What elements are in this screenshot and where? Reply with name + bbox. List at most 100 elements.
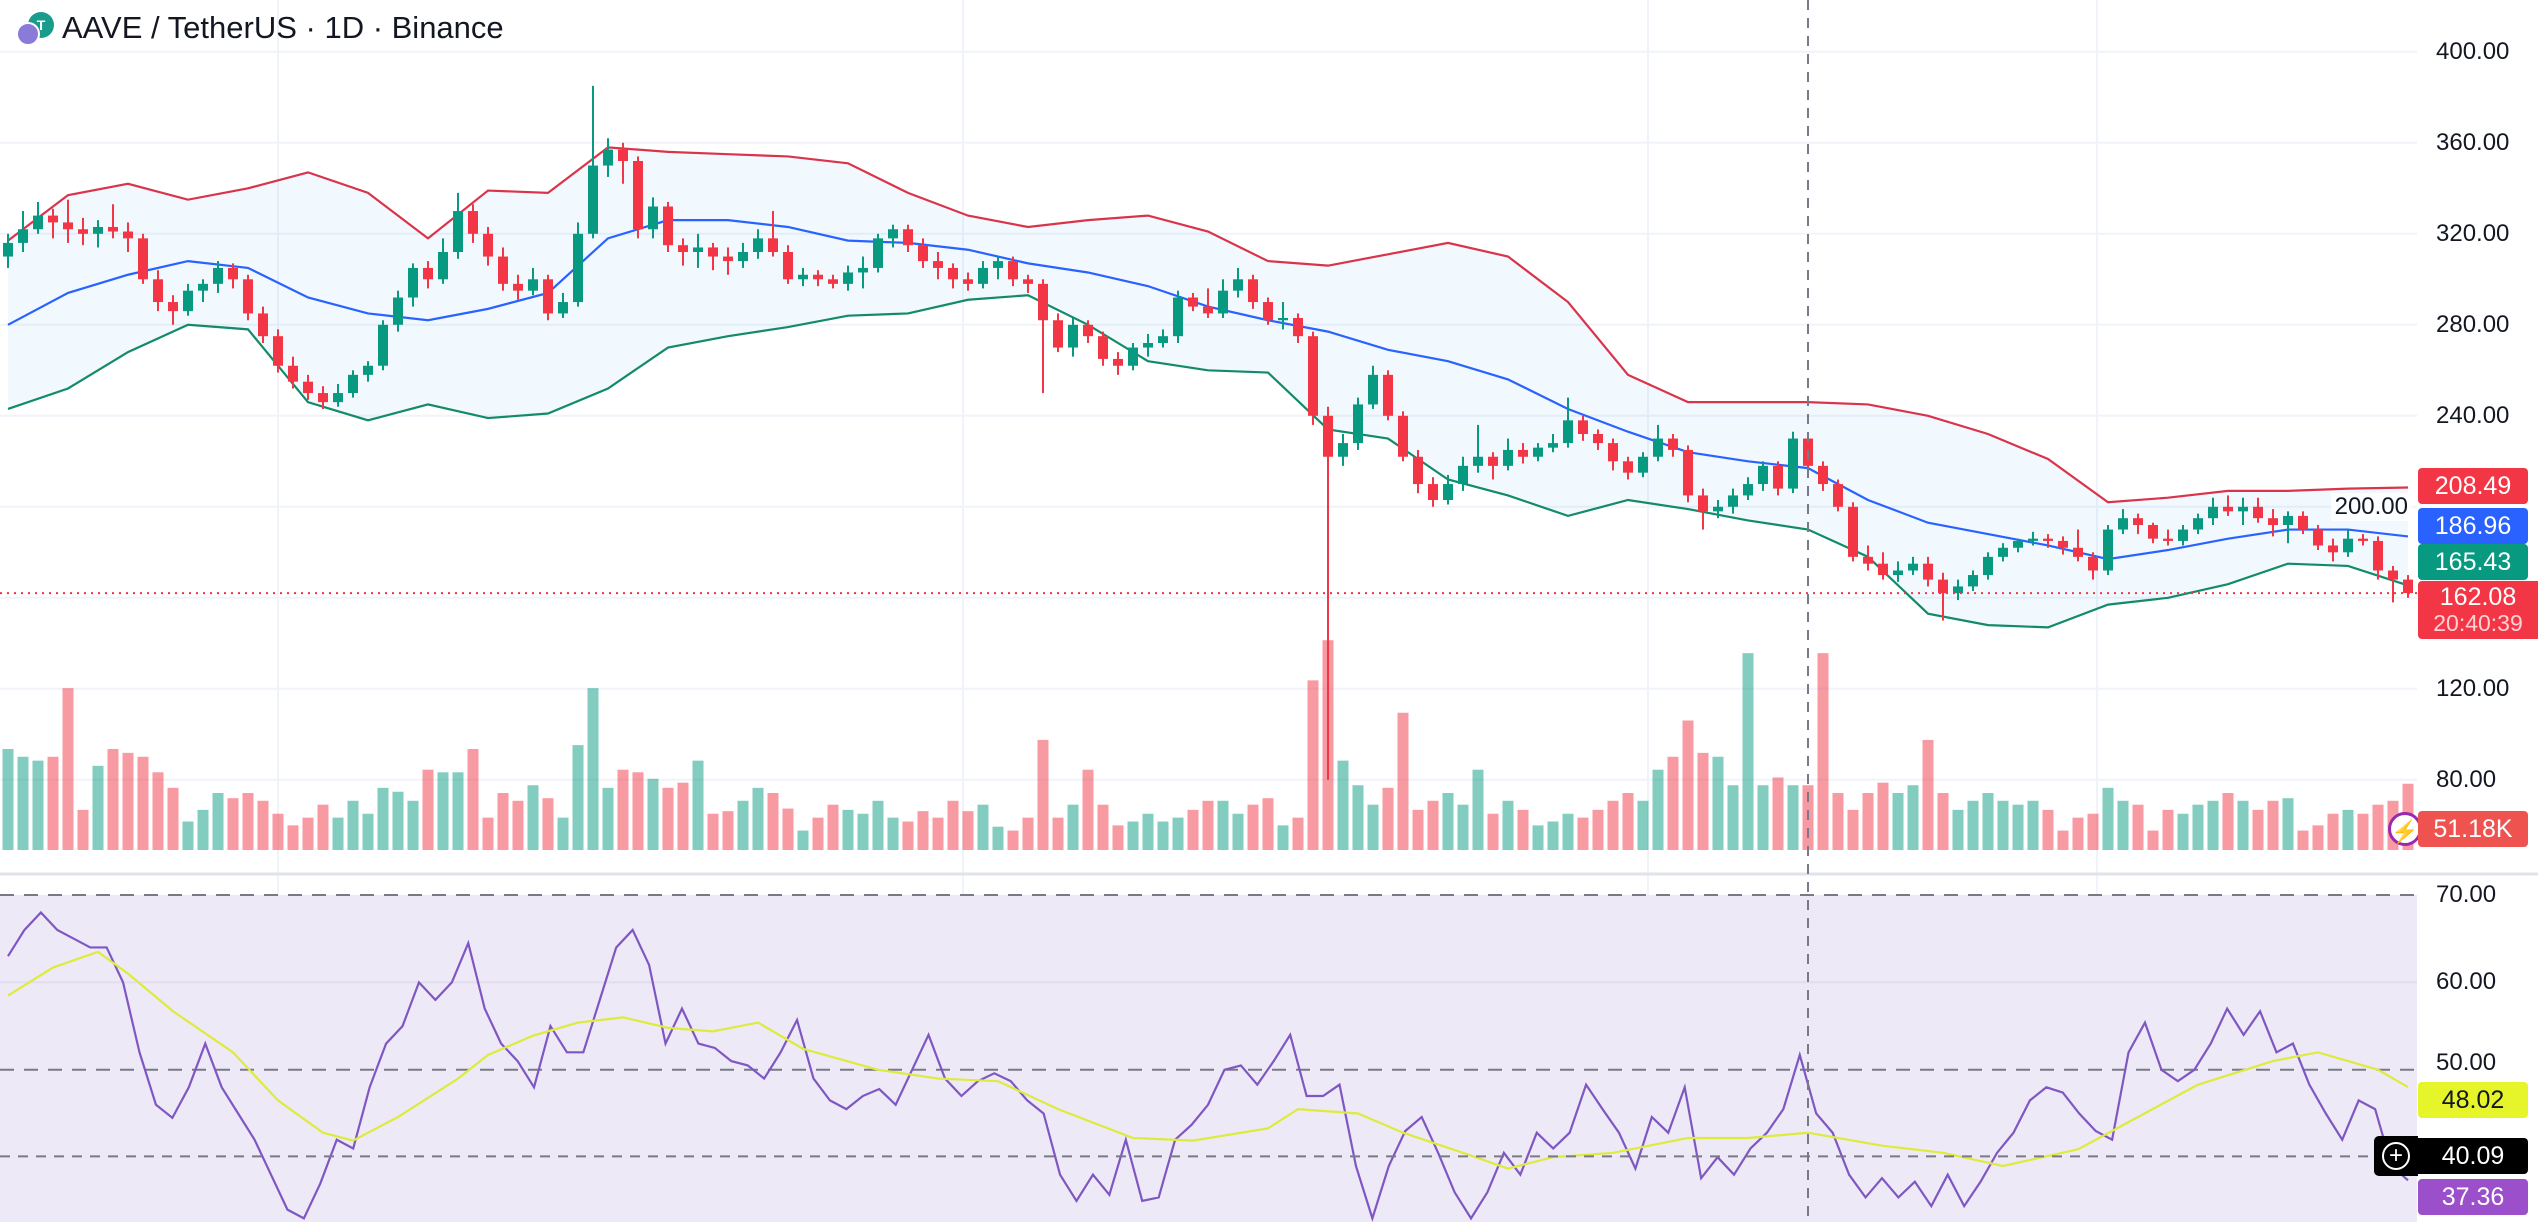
volume-bar xyxy=(1472,769,1484,850)
volume-bar xyxy=(1562,813,1574,850)
bb-lower-label: 165.43 xyxy=(2418,544,2528,580)
volume-bar xyxy=(377,787,389,850)
volume-bar xyxy=(1892,793,1904,850)
candle-body xyxy=(1173,297,1183,337)
candle-body xyxy=(498,256,508,284)
volume-bar xyxy=(47,756,59,850)
candle-body xyxy=(2028,538,2038,541)
candle-body xyxy=(678,245,688,252)
candle-body xyxy=(873,238,883,268)
candle-body xyxy=(288,365,298,382)
candle-body xyxy=(618,149,628,161)
candle-body xyxy=(633,161,643,230)
volume-bar xyxy=(1067,804,1079,850)
candle-body xyxy=(468,211,478,234)
last-price-value: 162.08 xyxy=(2439,583,2517,611)
candle-body xyxy=(1713,506,1723,512)
candle-body xyxy=(2328,545,2338,553)
lightning-icon[interactable]: ⚡ xyxy=(2388,812,2422,846)
volume-bar xyxy=(1427,800,1439,850)
candle-body xyxy=(2013,540,2023,548)
candle-body xyxy=(18,229,28,243)
volume-bar xyxy=(197,809,209,850)
candle-body xyxy=(1023,279,1033,284)
rsi-tick: 50.00 xyxy=(2436,1049,2497,1076)
candle-body xyxy=(798,274,808,280)
volume-bar xyxy=(182,821,194,850)
volume-bar xyxy=(1712,756,1724,850)
add-plus-icon[interactable]: + xyxy=(2374,1136,2418,1176)
volume-bar xyxy=(1607,800,1619,850)
candle-body xyxy=(783,252,793,280)
volume-bar xyxy=(452,772,464,850)
volume-bars xyxy=(2,640,2414,850)
candle-body xyxy=(1143,343,1153,348)
chart-title: AAVE / TetherUS · 1D · Binance xyxy=(62,10,504,45)
candle-body xyxy=(963,279,973,284)
candle-body xyxy=(1293,317,1303,337)
volume-bar xyxy=(977,804,989,850)
volume-bar xyxy=(2072,817,2084,850)
volume-bar xyxy=(122,752,134,850)
volume-bar xyxy=(947,800,959,850)
volume-bar xyxy=(2297,830,2309,850)
volume-bar xyxy=(602,787,614,850)
volume-bar xyxy=(437,772,449,850)
volume-bar xyxy=(1232,813,1244,850)
volume-bar xyxy=(212,793,224,850)
candle-body xyxy=(1608,443,1618,462)
volume-bar xyxy=(2162,809,2174,850)
volume-bar xyxy=(1997,800,2009,850)
candle-body xyxy=(393,297,403,325)
candle-body xyxy=(1053,320,1063,348)
candle-body xyxy=(168,302,178,312)
volume-bar xyxy=(362,813,374,850)
bb-basis-label: 186.96 xyxy=(2418,508,2528,544)
volume-bar xyxy=(572,745,584,850)
candle-body xyxy=(2358,538,2368,541)
candle-body xyxy=(2238,506,2248,512)
candle-body xyxy=(1338,443,1348,457)
volume-bar xyxy=(1382,787,1394,850)
candle-body xyxy=(318,393,328,403)
volume-bar xyxy=(1547,821,1559,850)
candle-body xyxy=(513,283,523,291)
candle-body xyxy=(2178,529,2188,541)
rsi-lines xyxy=(7,910,2409,1222)
candle-body xyxy=(363,365,373,375)
volume-bar xyxy=(2147,830,2159,850)
candle-body xyxy=(2283,515,2293,525)
volume-bar xyxy=(722,811,734,850)
candle-body xyxy=(888,229,898,239)
volume-bar xyxy=(2267,800,2279,850)
candle-body xyxy=(2103,529,2113,571)
candle-body xyxy=(543,279,553,314)
volume-bar xyxy=(1832,793,1844,850)
volume-bar xyxy=(1847,809,1859,850)
candle-body xyxy=(1773,465,1783,489)
volume-bar xyxy=(1487,813,1499,850)
rsi-tick: 70.00 xyxy=(2436,881,2497,908)
candle-body xyxy=(2373,540,2383,571)
candle-body xyxy=(1383,374,1393,416)
candle-body xyxy=(1653,438,1663,457)
candle-body xyxy=(1638,456,1648,473)
volume-bar xyxy=(287,825,299,850)
candle-body xyxy=(1278,317,1288,321)
candle-body xyxy=(2118,518,2128,530)
candle-body xyxy=(408,267,418,298)
volume-bar xyxy=(797,830,809,850)
candle-body xyxy=(858,267,868,273)
volume-bar xyxy=(542,798,554,850)
candle-body xyxy=(1833,484,1843,507)
candle-body xyxy=(483,233,493,257)
candle-body xyxy=(708,247,718,257)
volume-bar xyxy=(1157,821,1169,850)
volume-bar xyxy=(2327,813,2339,850)
candle-body xyxy=(1323,415,1333,457)
candle-body xyxy=(63,222,73,230)
candle-body xyxy=(1488,456,1498,466)
candle-body xyxy=(588,165,598,234)
